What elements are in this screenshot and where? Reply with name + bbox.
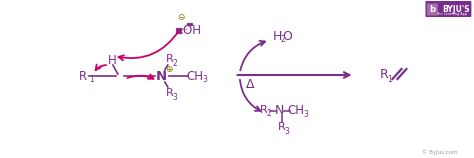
Text: R: R — [166, 54, 173, 64]
Text: ⊖: ⊖ — [177, 13, 184, 22]
Text: H: H — [273, 30, 283, 43]
Text: 3: 3 — [303, 110, 308, 119]
Text: O: O — [283, 30, 292, 43]
Text: N: N — [275, 104, 284, 118]
Text: 3: 3 — [284, 127, 289, 136]
Text: R: R — [380, 69, 389, 82]
Text: 3: 3 — [202, 75, 207, 84]
Text: CH: CH — [186, 70, 203, 82]
Text: H: H — [108, 55, 116, 67]
Text: 1: 1 — [387, 75, 392, 83]
Text: Δ: Δ — [246, 78, 254, 91]
Text: The Learning App: The Learning App — [436, 12, 467, 15]
Text: R: R — [260, 105, 267, 115]
Text: :OH: :OH — [180, 24, 202, 36]
Text: 3: 3 — [173, 92, 177, 101]
Text: R: R — [166, 88, 173, 98]
Text: ⊕: ⊕ — [165, 64, 173, 73]
Text: BYJU'S: BYJU'S — [443, 4, 470, 13]
Text: 2: 2 — [173, 58, 177, 67]
Text: ⋯: ⋯ — [178, 25, 188, 35]
Text: 2: 2 — [266, 109, 271, 118]
Text: N: N — [156, 70, 167, 82]
FancyBboxPatch shape — [427, 3, 438, 15]
Text: 1: 1 — [89, 76, 94, 85]
Text: b: b — [429, 5, 436, 14]
FancyBboxPatch shape — [426, 1, 471, 17]
Text: R: R — [278, 122, 285, 132]
Text: 2: 2 — [281, 34, 285, 43]
Text: R: R — [79, 70, 87, 82]
Text: CH: CH — [287, 104, 304, 118]
Text: © Byjus.com: © Byjus.com — [421, 149, 457, 155]
